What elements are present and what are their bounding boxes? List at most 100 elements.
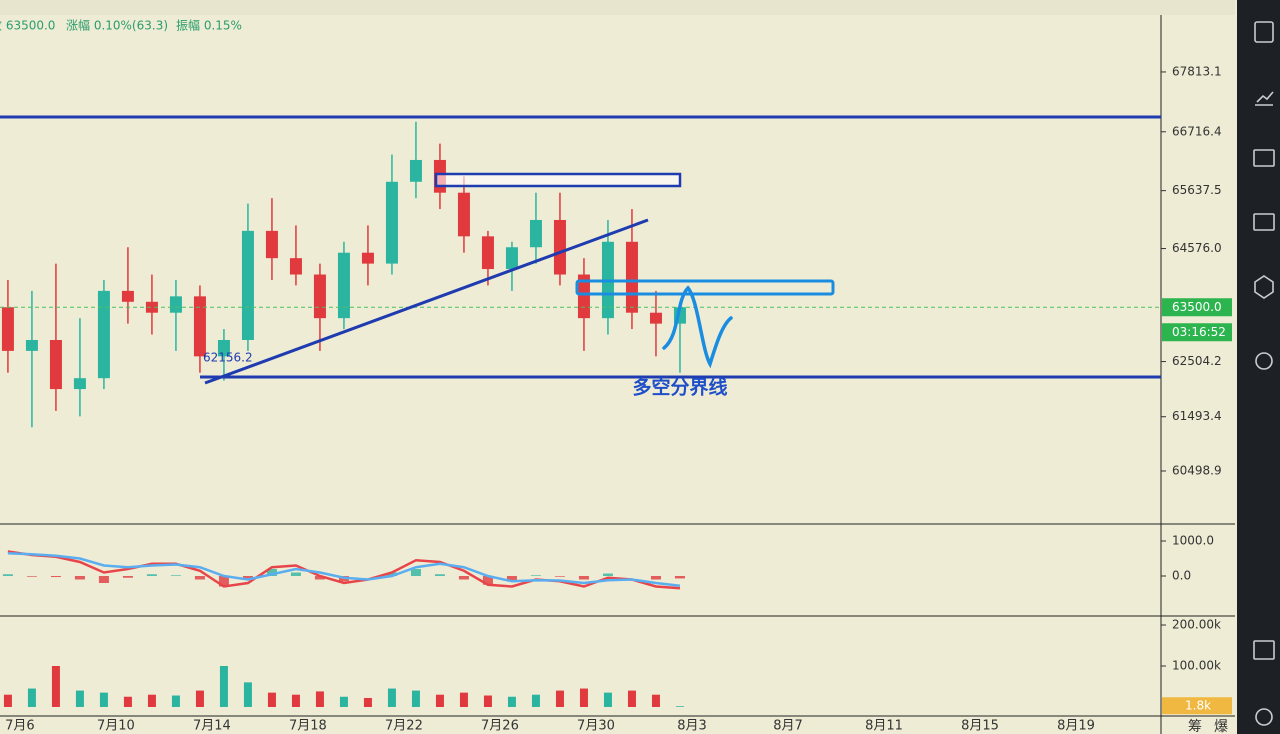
y-tick-label: 62504.2 <box>1172 354 1222 368</box>
volume-bar <box>435 694 444 707</box>
volume-bar <box>315 691 324 707</box>
tool-icon[interactable] <box>1253 149 1275 167</box>
volume-bar <box>507 696 516 707</box>
candle-body <box>625 241 638 313</box>
top-toolbar[interactable] <box>0 0 1235 15</box>
volume-bar <box>267 692 276 707</box>
candle-body <box>457 192 470 237</box>
macd-hist <box>266 569 277 577</box>
macd-hist <box>506 576 517 582</box>
x-tick-label: 8月19 <box>1057 719 1095 734</box>
volume-bar <box>171 695 180 707</box>
candle-body <box>409 159 422 182</box>
volume-bar <box>579 688 588 707</box>
x-tick-label: 8月3 <box>677 719 707 734</box>
tool-icon[interactable] <box>1254 275 1274 299</box>
tool-icon[interactable] <box>1255 91 1274 106</box>
volume-bar <box>483 695 492 707</box>
candle-body <box>553 219 566 275</box>
tool-icon[interactable] <box>1254 21 1274 43</box>
macd-hist <box>602 573 613 577</box>
candle-body <box>265 230 278 259</box>
volume-bar <box>459 692 468 707</box>
x-tick-label: 7月30 <box>577 719 615 734</box>
candle-body <box>49 339 62 390</box>
macd-hist <box>194 576 205 580</box>
y-tick-label: 65637.5 <box>1172 183 1222 197</box>
volume-bar <box>411 690 420 707</box>
last-price-box <box>1162 298 1232 317</box>
macd-hist <box>146 574 157 577</box>
y-tick-label: 66716.4 <box>1172 124 1222 138</box>
candle-body <box>97 290 110 379</box>
tool-icon[interactable] <box>1255 352 1273 370</box>
volume-current-label: 1.8k <box>1185 699 1211 713</box>
candle-body <box>145 301 158 313</box>
macd-hist <box>554 576 565 577</box>
tool-icon[interactable] <box>1253 213 1275 231</box>
y-tick-label: 100.00k <box>1172 659 1221 673</box>
x-tick-label: 7月18 <box>289 719 327 734</box>
drawn-trend-line[interactable] <box>204 218 649 385</box>
macd-hist <box>578 576 589 580</box>
y-tick-label: 64576.0 <box>1172 241 1222 255</box>
side-label[interactable]: 爆 <box>1214 719 1228 734</box>
tool-icon[interactable] <box>1253 640 1275 660</box>
macd-hist <box>482 576 493 585</box>
volume-bar <box>123 696 132 707</box>
candle-body <box>289 258 302 275</box>
side-label[interactable]: 筹 <box>1188 718 1202 734</box>
candle-body <box>73 378 86 390</box>
macd-hist <box>242 576 253 580</box>
candle-body <box>25 339 38 351</box>
candle-body <box>505 247 518 270</box>
drawn-box[interactable] <box>434 172 682 188</box>
volume-bar <box>363 697 372 707</box>
volume-bar <box>387 688 396 707</box>
tool-icon[interactable] <box>1255 708 1273 726</box>
macd-hist <box>122 576 133 578</box>
macd-hist <box>410 569 421 577</box>
macd-hist <box>458 576 469 580</box>
volume-current-box <box>1162 697 1232 715</box>
volume-bar <box>291 694 300 707</box>
volume-bar <box>51 666 60 707</box>
y-tick-label: 61493.4 <box>1172 409 1222 423</box>
x-tick-label: 7月26 <box>481 719 519 734</box>
macd-hist <box>530 575 541 577</box>
volume-bar <box>555 690 564 707</box>
change-info: 涨幅 0.10%(63.3) <box>66 18 168 33</box>
volume-bar <box>651 694 660 707</box>
x-tick-label: 7月6 <box>5 719 35 734</box>
close-info: 收 63500.0 <box>0 19 55 33</box>
x-tick-label: 7月22 <box>385 719 423 734</box>
drawn-path[interactable] <box>662 285 733 369</box>
drawn-box[interactable] <box>575 279 835 296</box>
volume-bar <box>339 696 348 707</box>
macd-hist <box>74 576 85 580</box>
macd-line <box>7 552 681 588</box>
macd-hist <box>290 572 301 577</box>
candle-body <box>385 181 398 264</box>
candle-body <box>529 219 542 248</box>
candle-body <box>217 339 230 357</box>
macd-hist <box>434 574 445 577</box>
countdown: 03:16:52 <box>1172 325 1226 339</box>
y-tick-label: 200.00k <box>1172 618 1221 632</box>
volume-bar <box>219 666 228 707</box>
macd-hist <box>218 576 229 587</box>
amplitude-info: 振幅 0.15% <box>176 18 242 33</box>
macd-hist <box>170 575 181 577</box>
candle-body <box>361 252 374 264</box>
macd-hist <box>674 576 685 579</box>
y-tick-label: 0.0 <box>1172 569 1191 583</box>
candle-body <box>337 252 350 319</box>
volume-bar <box>603 692 612 707</box>
y-tick-label: 1000.0 <box>1172 534 1214 548</box>
candle-body <box>481 236 494 270</box>
volume-bar <box>99 692 108 707</box>
y-tick-label: 67813.1 <box>1172 64 1222 78</box>
